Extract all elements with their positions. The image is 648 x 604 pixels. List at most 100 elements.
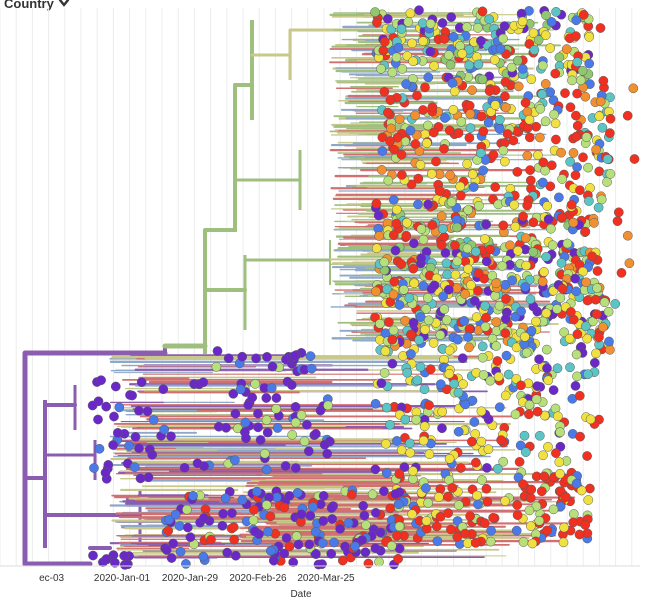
tree-tip[interactable] bbox=[390, 489, 401, 499]
tree-tip[interactable] bbox=[124, 441, 134, 451]
tree-tip[interactable] bbox=[376, 165, 387, 175]
tree-tip[interactable] bbox=[438, 223, 448, 234]
tree-tip[interactable] bbox=[463, 205, 474, 215]
tree-tip[interactable] bbox=[110, 557, 120, 568]
tree-tip[interactable] bbox=[370, 507, 381, 518]
tree-tip[interactable] bbox=[319, 439, 330, 450]
tree-tip[interactable] bbox=[571, 15, 582, 26]
tree-tip[interactable] bbox=[265, 545, 276, 556]
tree-tip[interactable] bbox=[550, 68, 561, 79]
tree-tip[interactable] bbox=[188, 490, 198, 501]
tree-tip[interactable] bbox=[412, 90, 422, 101]
tree-tip[interactable] bbox=[584, 196, 594, 206]
tree-tip[interactable] bbox=[460, 289, 470, 299]
tree-tip[interactable] bbox=[423, 199, 433, 210]
tree-tip[interactable] bbox=[593, 202, 604, 213]
tree-tip[interactable] bbox=[322, 448, 333, 459]
tree-tip[interactable] bbox=[467, 169, 478, 180]
tree-tip[interactable] bbox=[397, 64, 408, 74]
tree-tip[interactable] bbox=[559, 522, 569, 533]
tree-tip[interactable] bbox=[629, 154, 640, 164]
tree-tip[interactable] bbox=[496, 435, 506, 445]
tree-tip[interactable] bbox=[411, 414, 422, 425]
tree-tip[interactable] bbox=[305, 351, 316, 361]
tree-tip[interactable] bbox=[130, 432, 141, 442]
tree-tip[interactable] bbox=[543, 375, 554, 386]
tree-tip[interactable] bbox=[518, 479, 528, 490]
tree-tip[interactable] bbox=[249, 504, 259, 515]
tree-tip[interactable] bbox=[444, 345, 455, 356]
tree-tip[interactable] bbox=[577, 65, 588, 76]
tree-tip[interactable] bbox=[478, 165, 488, 176]
tree-tip[interactable] bbox=[540, 116, 551, 127]
tree-tip[interactable] bbox=[566, 307, 576, 317]
tree-tip[interactable] bbox=[443, 284, 454, 295]
tree-tip[interactable] bbox=[436, 211, 447, 222]
tree-tip[interactable] bbox=[402, 367, 413, 378]
tree-tip[interactable] bbox=[335, 524, 345, 534]
tree-tip[interactable] bbox=[464, 342, 474, 353]
tree-tip[interactable] bbox=[582, 333, 592, 344]
tree-tip[interactable] bbox=[516, 380, 526, 391]
tree-tip[interactable] bbox=[179, 462, 190, 473]
tree-tip[interactable] bbox=[381, 402, 392, 413]
tree-tip[interactable] bbox=[457, 353, 468, 364]
tree-tip[interactable] bbox=[500, 314, 511, 324]
tree-tip[interactable] bbox=[267, 361, 278, 372]
tree-tip[interactable] bbox=[379, 486, 389, 497]
tree-tip[interactable] bbox=[87, 400, 98, 411]
tree-tip[interactable] bbox=[94, 443, 105, 454]
tree-tip[interactable] bbox=[542, 525, 552, 536]
tree-tip[interactable] bbox=[252, 486, 262, 497]
tree-tip[interactable] bbox=[382, 284, 392, 295]
tree-tip[interactable] bbox=[387, 334, 398, 345]
tree-tip[interactable] bbox=[396, 149, 407, 160]
tree-tip[interactable] bbox=[161, 545, 172, 555]
tree-tip[interactable] bbox=[241, 433, 251, 444]
tree-tip[interactable] bbox=[524, 409, 534, 420]
tree-tip[interactable] bbox=[446, 197, 457, 208]
tree-tip[interactable] bbox=[418, 435, 429, 446]
tree-tip[interactable] bbox=[508, 135, 519, 146]
tree-tip[interactable] bbox=[408, 474, 418, 484]
tree-tip[interactable] bbox=[622, 110, 633, 121]
tree-tip[interactable] bbox=[547, 240, 558, 251]
tree-tip[interactable] bbox=[423, 72, 434, 83]
tree-tip[interactable] bbox=[512, 167, 523, 177]
tree-tip[interactable] bbox=[251, 353, 261, 364]
tree-tip[interactable] bbox=[401, 79, 411, 89]
tree-tip[interactable] bbox=[374, 556, 384, 567]
tree-tip[interactable] bbox=[261, 415, 272, 425]
tree-tip[interactable] bbox=[485, 536, 496, 547]
tree-tip[interactable] bbox=[317, 538, 328, 548]
tree-tip[interactable] bbox=[429, 61, 439, 71]
tree-tip[interactable] bbox=[271, 403, 282, 414]
tree-tip[interactable] bbox=[347, 489, 357, 500]
tree-tip[interactable] bbox=[426, 169, 437, 179]
tree-tip[interactable] bbox=[293, 539, 304, 550]
tree-tip[interactable] bbox=[174, 521, 185, 531]
tree-tip[interactable] bbox=[471, 457, 481, 468]
tree-tip[interactable] bbox=[414, 5, 424, 16]
tree-tip[interactable] bbox=[571, 286, 581, 297]
tree-tip[interactable] bbox=[400, 414, 411, 425]
tree-tip[interactable] bbox=[477, 6, 488, 17]
tree-tip[interactable] bbox=[492, 463, 503, 474]
tree-tip[interactable] bbox=[576, 485, 587, 496]
tree-tip[interactable] bbox=[310, 526, 321, 537]
tree-tip[interactable] bbox=[439, 143, 449, 154]
tree-tip[interactable] bbox=[379, 36, 390, 47]
tree-tip[interactable] bbox=[472, 490, 482, 501]
tree-tip[interactable] bbox=[555, 468, 565, 479]
tree-tip[interactable] bbox=[421, 515, 432, 526]
tree-tip[interactable] bbox=[164, 514, 174, 525]
tree-tip[interactable] bbox=[476, 36, 486, 46]
tree-tip[interactable] bbox=[404, 293, 415, 303]
tree-tip[interactable] bbox=[308, 502, 318, 512]
tree-tip[interactable] bbox=[535, 132, 545, 143]
tree-tip[interactable] bbox=[218, 508, 228, 519]
tree-tip[interactable] bbox=[119, 550, 130, 561]
tree-tip[interactable] bbox=[567, 75, 577, 86]
tree-tip[interactable] bbox=[555, 293, 566, 303]
tree-tip[interactable] bbox=[447, 78, 458, 88]
